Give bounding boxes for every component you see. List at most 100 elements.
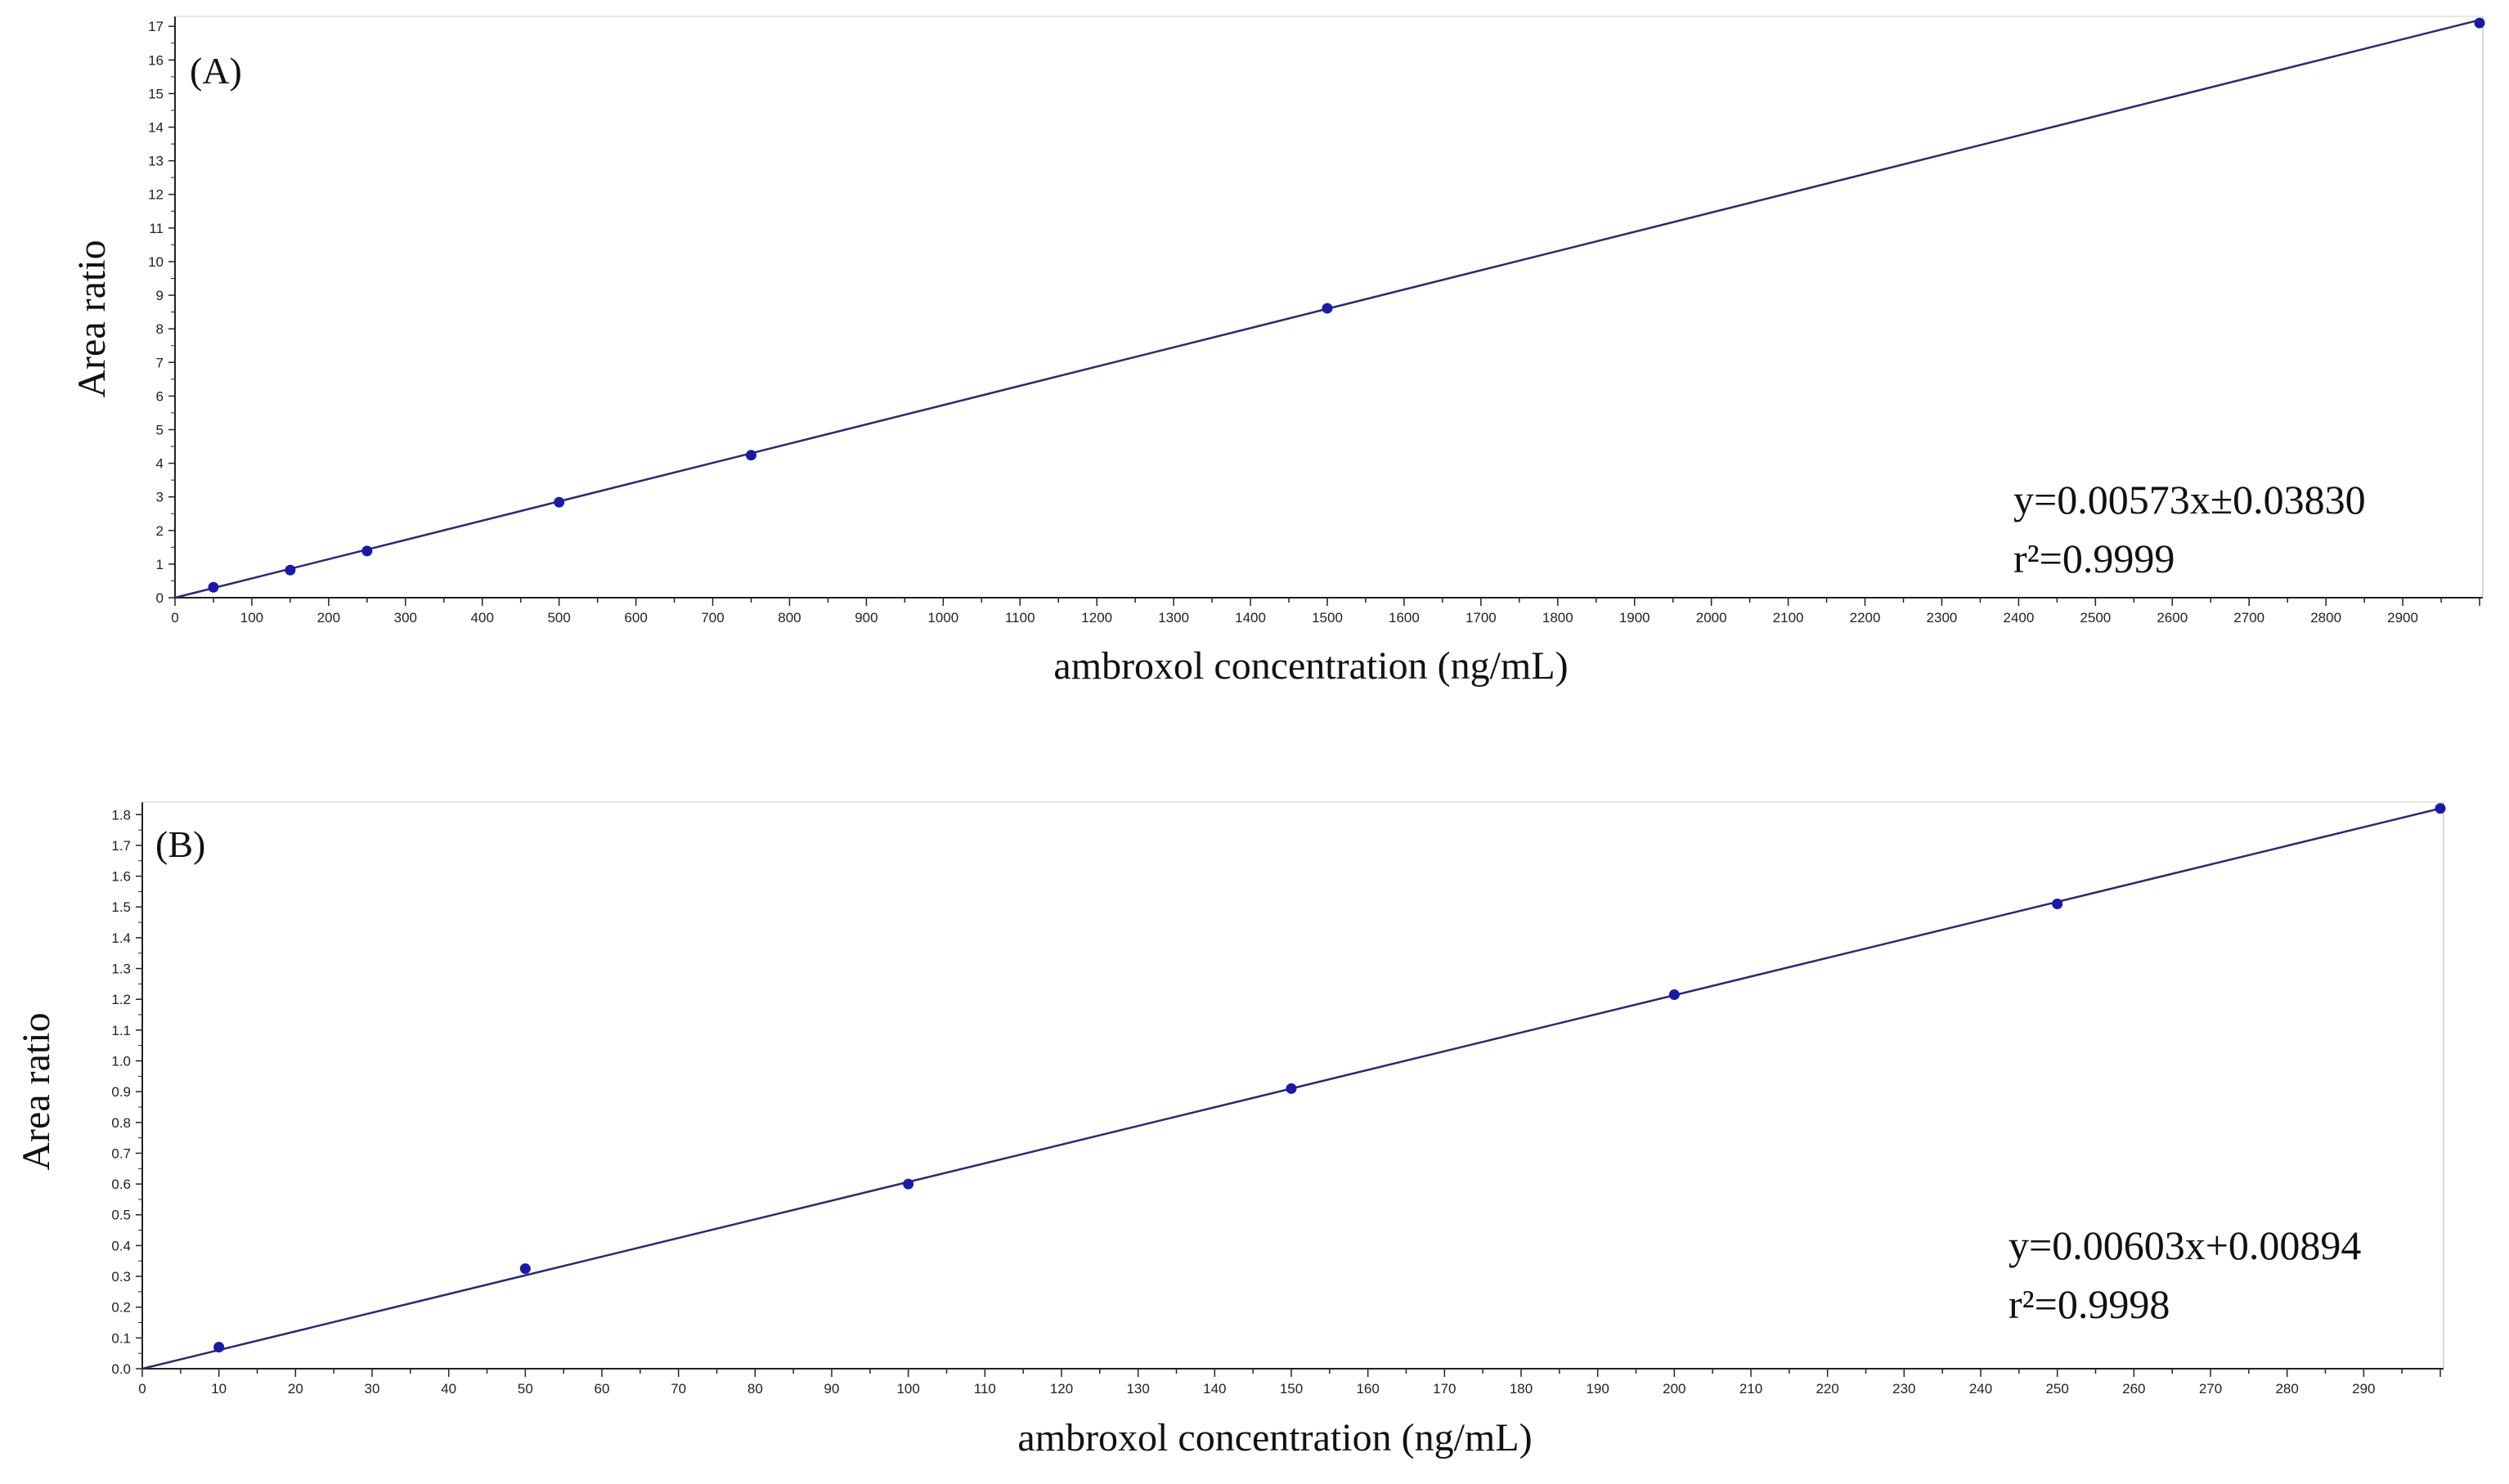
r-squared: r²=0.9999 xyxy=(2013,536,2175,581)
x-tick-label: 200 xyxy=(317,610,340,625)
x-tick-label: 240 xyxy=(1969,1381,1992,1397)
x-tick-label: 1500 xyxy=(1312,610,1343,625)
x-tick-label: 170 xyxy=(1433,1381,1456,1397)
x-tick-label: 250 xyxy=(2045,1381,2068,1397)
y-tick-label: 0.6 xyxy=(111,1177,131,1192)
x-axis-label: ambroxol concentration (ng/mL) xyxy=(1017,1416,1532,1459)
data-point xyxy=(519,1263,531,1275)
x-tick-label: 1200 xyxy=(1081,610,1112,625)
data-point xyxy=(361,545,373,557)
x-tick-label: 270 xyxy=(2199,1381,2222,1397)
y-tick-label: 1 xyxy=(156,557,164,572)
x-tick-label: 1800 xyxy=(1542,610,1573,625)
x-tick-label: 0 xyxy=(171,610,178,625)
y-axis-label: Area ratio xyxy=(15,1012,58,1170)
y-tick-label: 0 xyxy=(156,590,164,606)
data-point xyxy=(208,581,219,593)
y-tick-label: 11 xyxy=(149,221,164,236)
y-tick-label: 0.3 xyxy=(111,1269,131,1284)
y-tick-label: 0.2 xyxy=(111,1300,131,1316)
y-tick-label: 0.7 xyxy=(111,1146,131,1161)
x-tick-label: 2000 xyxy=(1696,610,1727,625)
x-tick-label: 1700 xyxy=(1465,610,1497,625)
y-tick-label: 1.7 xyxy=(111,838,131,854)
data-point xyxy=(1286,1083,1297,1094)
x-tick-label: 140 xyxy=(1203,1381,1226,1397)
x-tick-label: 900 xyxy=(855,610,877,625)
data-point xyxy=(746,450,756,461)
x-tick-label: 1600 xyxy=(1389,610,1420,625)
regression-equation: y=0.00573x±0.03830 xyxy=(2013,477,2366,522)
x-tick-label: 230 xyxy=(1892,1381,1915,1397)
x-tick-label: 150 xyxy=(1280,1381,1303,1397)
x-tick-label: 0 xyxy=(138,1381,146,1397)
x-tick-label: 2100 xyxy=(1773,610,1804,625)
y-tick-label: 0.5 xyxy=(111,1208,131,1223)
x-tick-label: 120 xyxy=(1050,1381,1073,1397)
y-tick-label: 1.5 xyxy=(111,899,131,915)
x-tick-label: 60 xyxy=(595,1381,610,1397)
x-tick-label: 2400 xyxy=(2003,610,2034,625)
x-tick-label: 260 xyxy=(2122,1381,2145,1397)
y-tick-label: 1.6 xyxy=(111,869,131,885)
x-tick-label: 2900 xyxy=(2387,610,2418,625)
data-point xyxy=(554,496,565,508)
y-tick-label: 1.2 xyxy=(111,992,131,1007)
x-tick-label: 90 xyxy=(824,1381,840,1397)
x-tick-label: 2800 xyxy=(2310,610,2341,625)
chart-panel-b: 0 10 20 30 40 50 60 70 80 90 100 110 120 130 140 150 160… xyxy=(15,801,2446,1459)
data-point xyxy=(2435,803,2446,814)
x-tick-label: 800 xyxy=(778,610,801,625)
y-tick-label: 1.4 xyxy=(111,930,131,946)
x-axis-label: ambroxol concentration (ng/mL) xyxy=(1053,644,1568,688)
data-point xyxy=(1322,303,1333,314)
x-tick-label: 1400 xyxy=(1235,610,1266,625)
y-tick-label: 12 xyxy=(148,187,164,203)
y-tick-label: 1.8 xyxy=(111,807,131,823)
x-tick-label: 290 xyxy=(2352,1381,2375,1397)
x-tick-label: 130 xyxy=(1126,1381,1149,1397)
x-tick-label: 160 xyxy=(1356,1381,1379,1397)
x-tick-label: 80 xyxy=(747,1381,763,1397)
x-tick-label: 200 xyxy=(1663,1381,1685,1397)
y-tick-label: 3 xyxy=(156,490,164,505)
panel-label: (B) xyxy=(155,823,205,865)
x-tick-label: 2600 xyxy=(2157,610,2188,625)
x-tick-label: 400 xyxy=(471,610,494,625)
y-tick-label: 8 xyxy=(156,321,164,337)
y-tick-label: 17 xyxy=(148,19,164,34)
y-tick-label: 5 xyxy=(156,422,164,437)
x-tick-label: 600 xyxy=(624,610,647,625)
x-tick-label: 30 xyxy=(365,1381,380,1397)
x-tick-label: 700 xyxy=(701,610,724,625)
x-tick-label: 1100 xyxy=(1005,610,1035,625)
data-point xyxy=(2052,898,2063,909)
x-tick-label: 280 xyxy=(2275,1381,2298,1397)
y-tick-label: 9 xyxy=(156,288,164,303)
y-tick-label: 0.0 xyxy=(111,1361,131,1377)
y-tick-label: 1.1 xyxy=(111,1023,131,1038)
y-tick-label: 0.4 xyxy=(111,1238,131,1253)
y-tick-label: 15 xyxy=(148,86,164,101)
x-tick-label: 210 xyxy=(1739,1381,1762,1397)
y-tick-label: 16 xyxy=(148,52,164,68)
x-tick-label: 50 xyxy=(518,1381,533,1397)
x-tick-label: 500 xyxy=(547,610,570,625)
x-tick-label: 100 xyxy=(240,610,263,625)
y-axis-label: Area ratio xyxy=(70,240,114,397)
data-point xyxy=(2474,17,2485,29)
x-tick-label: 1900 xyxy=(1619,610,1650,625)
x-tick-label: 180 xyxy=(1510,1381,1533,1397)
data-point xyxy=(1668,989,1680,1001)
x-tick-label: 300 xyxy=(394,610,417,625)
x-tick-label: 1000 xyxy=(927,610,958,625)
y-tick-label: 0.9 xyxy=(111,1084,131,1100)
y-tick-label: 0.1 xyxy=(111,1330,131,1346)
x-tick-label: 70 xyxy=(671,1381,686,1397)
data-point xyxy=(903,1178,914,1190)
x-tick-label: 1300 xyxy=(1158,610,1189,625)
y-tick-label: 10 xyxy=(148,254,164,270)
x-tick-label: 2300 xyxy=(1927,610,1958,625)
y-tick-label: 14 xyxy=(148,120,164,136)
